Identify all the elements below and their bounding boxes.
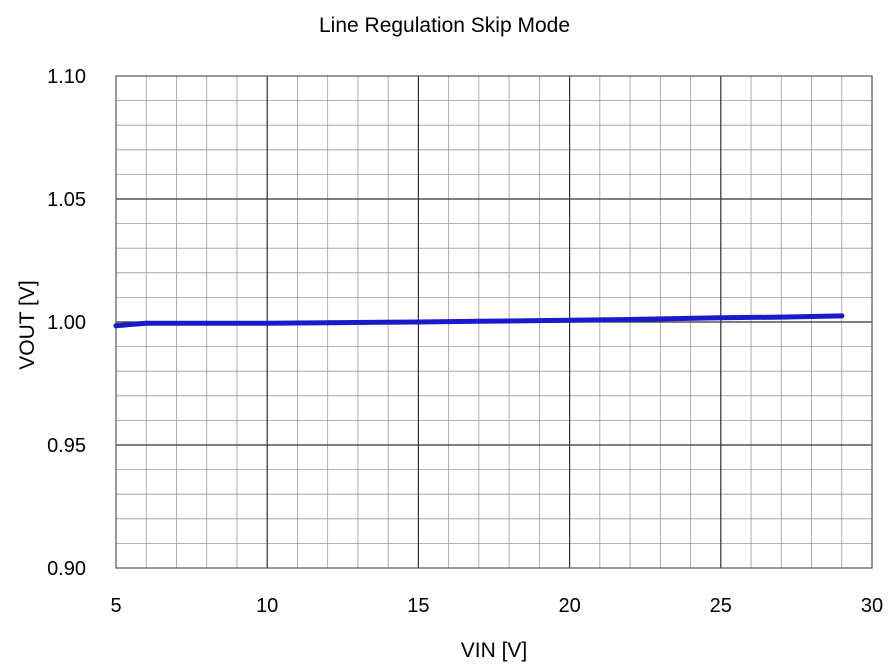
x-axis-label: VIN [V]	[461, 639, 528, 662]
x-tick-label: 25	[710, 595, 732, 617]
data-point	[476, 318, 482, 324]
data-point	[567, 317, 573, 323]
data-point	[778, 314, 784, 320]
x-tick-labels: 5 10 15 20 25 30	[110, 595, 883, 617]
x-tick-label: 20	[558, 595, 580, 617]
y-tick-label: 0.90	[47, 558, 86, 580]
data-point	[839, 313, 845, 319]
y-tick-label: 0.95	[47, 435, 86, 457]
y-tick-label: 1.05	[47, 189, 86, 211]
chart-title: Line Regulation Skip Mode	[319, 14, 570, 37]
data-point	[718, 315, 724, 321]
data-point	[113, 323, 119, 329]
series-line-1	[113, 313, 845, 329]
data-point	[264, 320, 270, 326]
x-tick-label: 30	[861, 595, 883, 617]
y-tick-labels: 1.10 1.05 1.00 0.95 0.90	[47, 66, 86, 580]
y-axis-label: VOUT [V]	[16, 280, 39, 369]
y-tick-label: 1.10	[47, 66, 86, 88]
plot-frame	[115, 75, 873, 569]
series-layer	[113, 313, 845, 329]
x-tick-label: 10	[256, 595, 278, 617]
data-point	[627, 317, 633, 323]
y-tick-label: 1.00	[47, 312, 86, 334]
data-point	[415, 319, 421, 325]
x-tick-label: 5	[110, 595, 121, 617]
data-point	[325, 320, 331, 326]
data-point	[204, 320, 210, 326]
x-tick-label: 15	[407, 595, 429, 617]
data-point	[143, 320, 149, 326]
